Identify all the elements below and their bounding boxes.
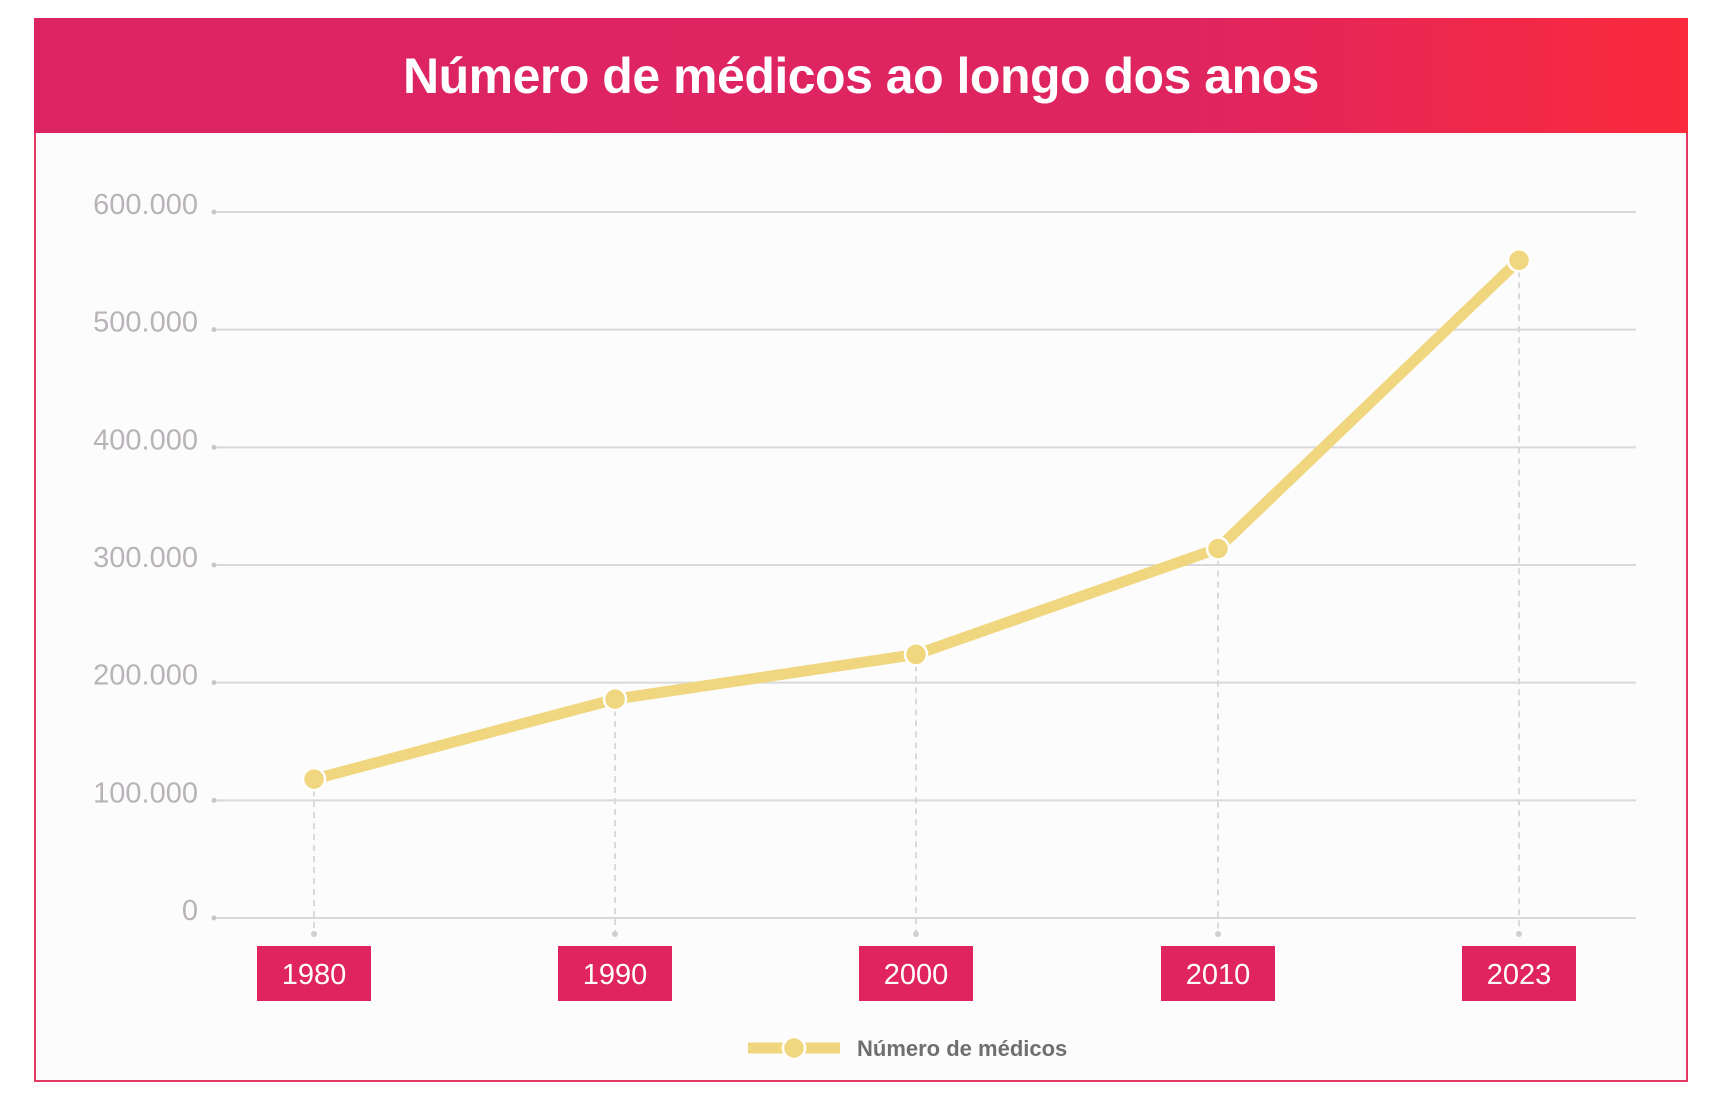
x-tick-box [1161, 946, 1275, 1001]
legend: Número de médicos [748, 1035, 1067, 1061]
x-tick-mark [913, 931, 919, 937]
data-point[interactable] [301, 766, 327, 792]
x-tick-box [859, 946, 973, 1001]
x-tick-mark [612, 931, 618, 937]
series [301, 247, 1532, 792]
y-tick-label: 500.000 [93, 307, 198, 339]
x-tick-box [257, 946, 371, 1001]
x-tick-label: 2023 [1487, 959, 1552, 991]
x-tick-label: 1990 [583, 959, 648, 991]
x-tick-box [1462, 946, 1576, 1001]
chart-title: Número de médicos ao longo dos anos [403, 47, 1319, 104]
y-tick-mark [211, 562, 217, 568]
y-tick-mark [211, 915, 217, 921]
data-point[interactable] [1506, 247, 1532, 273]
legend-marker [781, 1035, 807, 1061]
y-tick-label: 200.000 [93, 660, 198, 692]
x-tick-mark [311, 931, 317, 937]
y-tick-label: 0 [182, 895, 198, 927]
x-tick-label: 2010 [1186, 959, 1251, 991]
x-tick-mark [1516, 931, 1522, 937]
y-tick-mark [211, 797, 217, 803]
y-tick-mark [211, 680, 217, 686]
data-point[interactable] [602, 686, 628, 712]
y-tick-label: 400.000 [93, 424, 198, 456]
chart-header: Número de médicos ao longo dos anos [34, 18, 1688, 133]
y-tick-label: 600.000 [93, 189, 198, 221]
y-tick-mark [211, 209, 217, 215]
y-tick-label: 300.000 [93, 542, 198, 574]
chart-frame [34, 18, 1688, 1082]
data-point[interactable] [1205, 536, 1231, 561]
data-point[interactable] [903, 642, 929, 667]
y-tick-mark [211, 327, 217, 333]
x-tick-box [558, 946, 672, 1001]
x-tick-mark [1215, 931, 1221, 937]
legend-label[interactable]: Número de médicos [857, 1036, 1067, 1061]
y-tick-label: 100.000 [93, 777, 198, 809]
y-tick-mark [211, 444, 217, 450]
x-axis-ticks: 1980 1990 2000 2010 2023 [257, 946, 1576, 1001]
x-tick-label: 1980 [282, 959, 347, 991]
drop-lines [311, 260, 1522, 937]
x-tick-label: 2000 [884, 959, 949, 991]
y-axis-ticks: 0 100.000 200.000 300.000 400.000 500.000 600.… [93, 189, 198, 927]
grid-lines [211, 209, 1636, 921]
